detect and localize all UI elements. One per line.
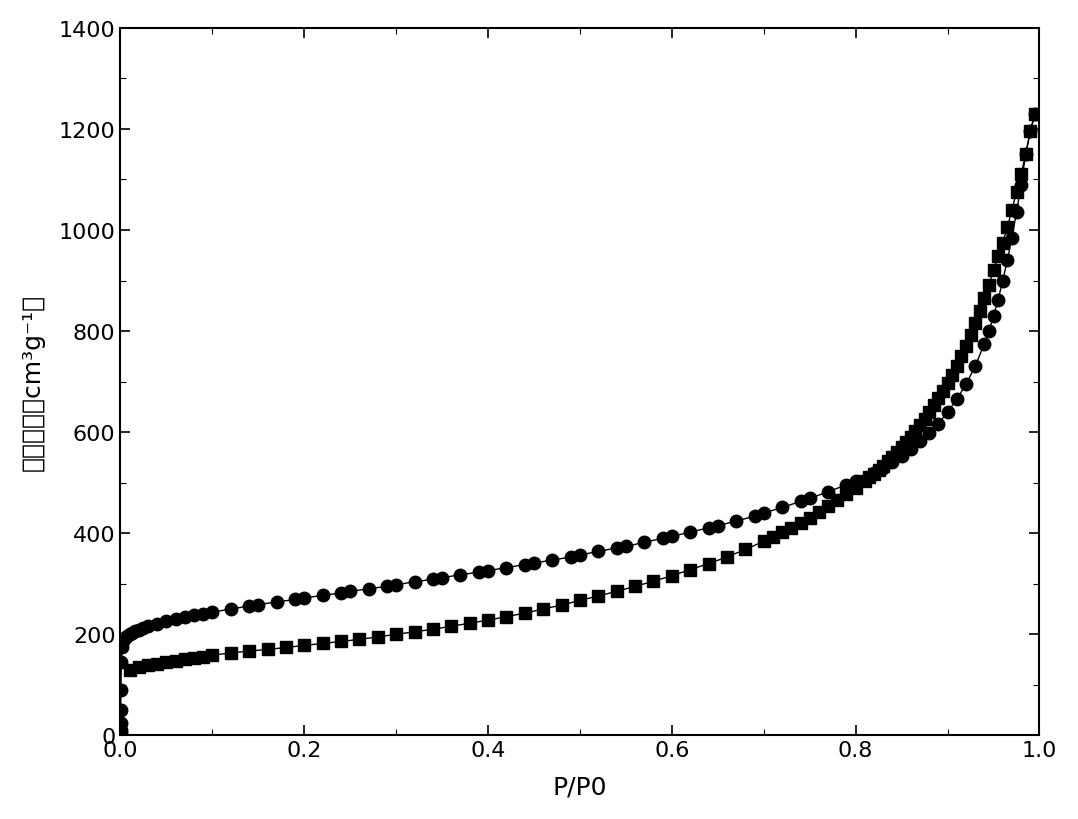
X-axis label: P/P0: P/P0: [553, 774, 607, 799]
Y-axis label: 吸脱附量（cm³g⁻¹）: 吸脱附量（cm³g⁻¹）: [20, 294, 45, 471]
